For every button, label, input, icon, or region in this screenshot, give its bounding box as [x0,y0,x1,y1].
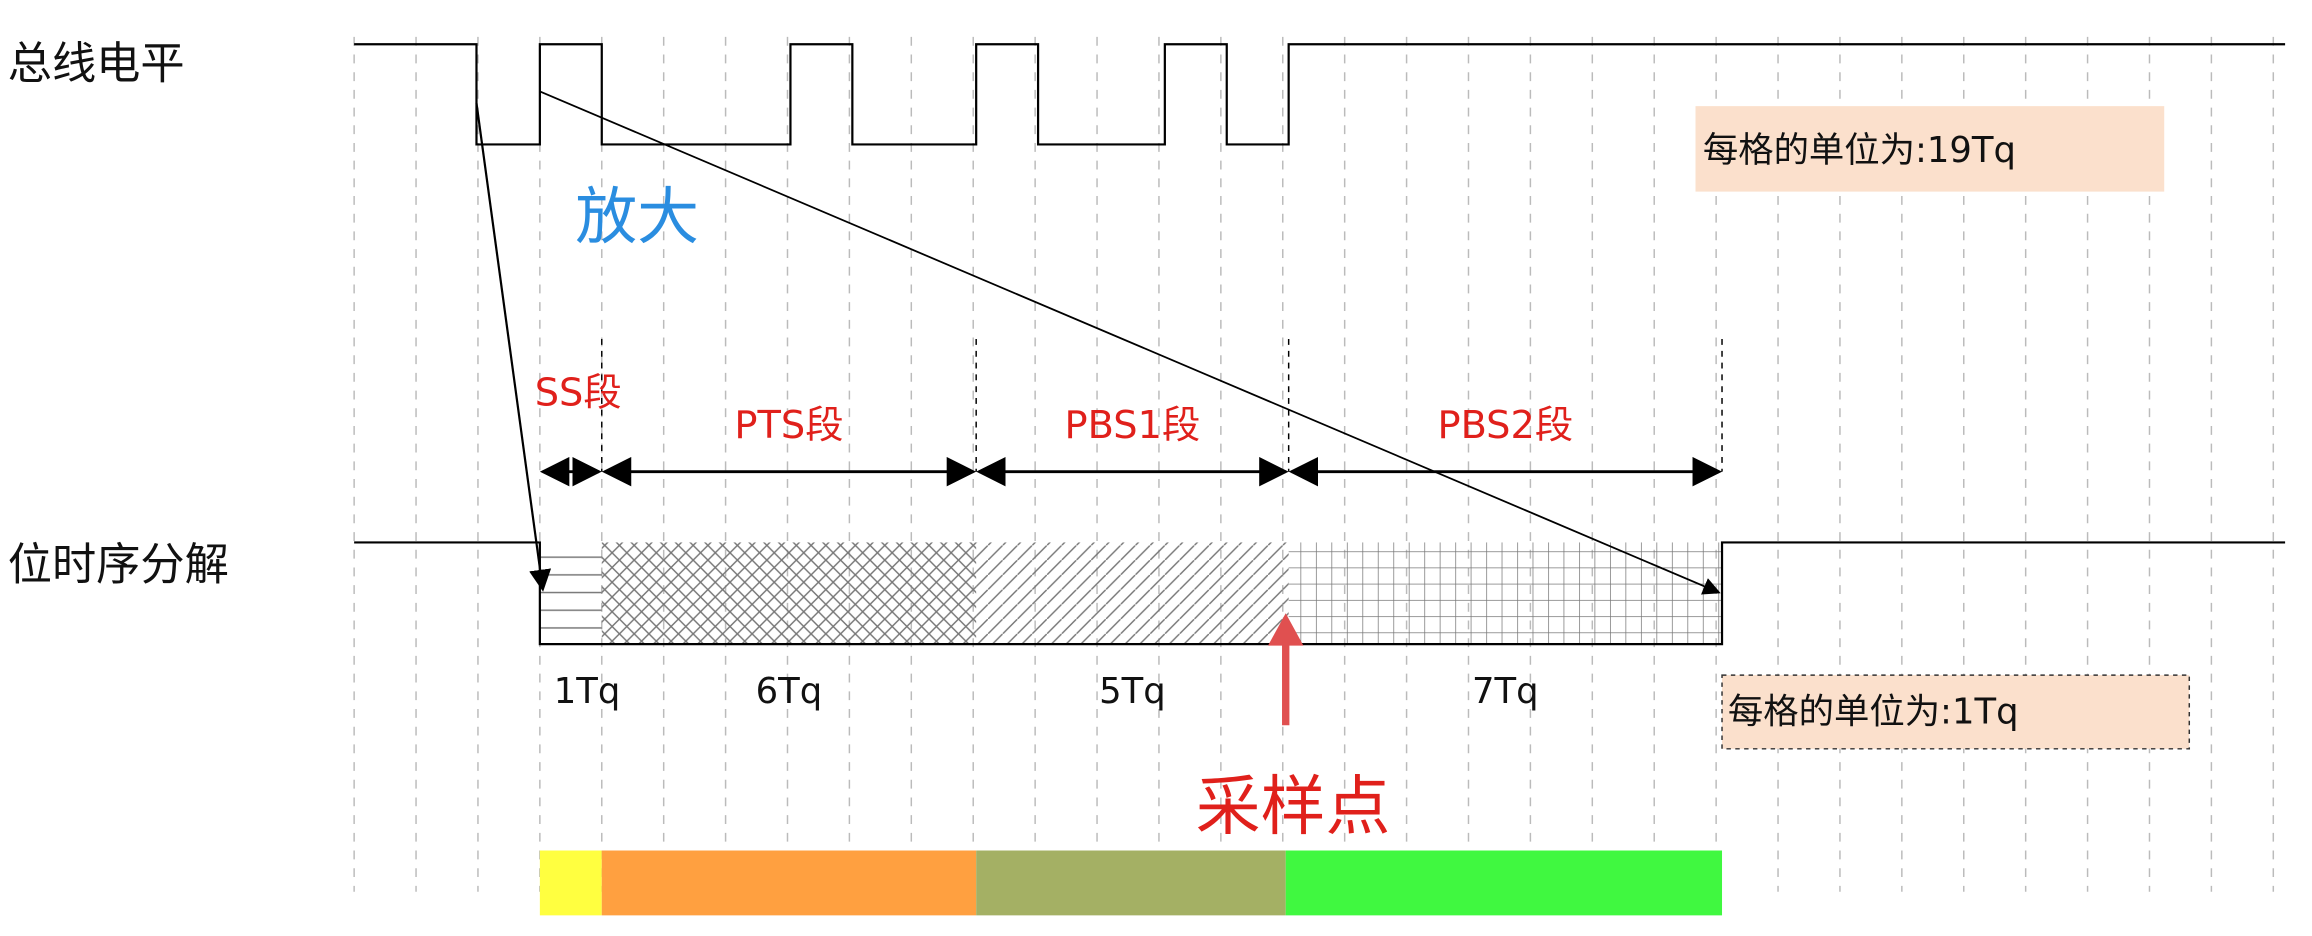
zoom-label: 放大 [575,181,699,253]
pbs2-fill [1288,542,1723,645]
note-bg [1721,674,2191,750]
bit-waveform [354,541,2286,646]
segment-duration: 1Tq [554,671,621,712]
sample-arrow-head [1268,613,1304,646]
segment-duration: 7Tq [1472,671,1539,712]
note-bg [1695,106,2165,192]
sample-label: 采样点 [1196,769,1391,844]
label: 总线电平 [8,38,185,89]
note: 每格的单位为:19Tq [1703,130,2016,171]
segment-name: SS段 [535,371,622,416]
label: 位时序分解 [8,539,229,590]
pbs1-fill [976,542,1289,645]
segment-duration: 5Tq [1099,671,1166,712]
segment-duration: 6Tq [756,671,823,712]
segment-name: PBS2段 [1437,403,1573,448]
ss-fill [539,542,602,645]
pts-fill [601,542,977,645]
segment-markers [601,339,1723,472]
zoom-line [539,90,1721,595]
note: 每格的单位为:1Tq [1728,691,2019,732]
ss-bar [539,850,602,916]
zoom-line [475,103,552,592]
pts-bar [601,850,977,916]
pbs1-bar [976,850,1286,916]
segment-name: PTS段 [734,403,843,448]
segment-name: PBS1段 [1065,403,1201,448]
bus-waveform [354,43,2286,146]
segments: SS段 1Tq PTS段 6Tq PBS1段 5Tq PBS2段 7Tq [535,371,1723,712]
pbs2-bar [1285,850,1723,916]
